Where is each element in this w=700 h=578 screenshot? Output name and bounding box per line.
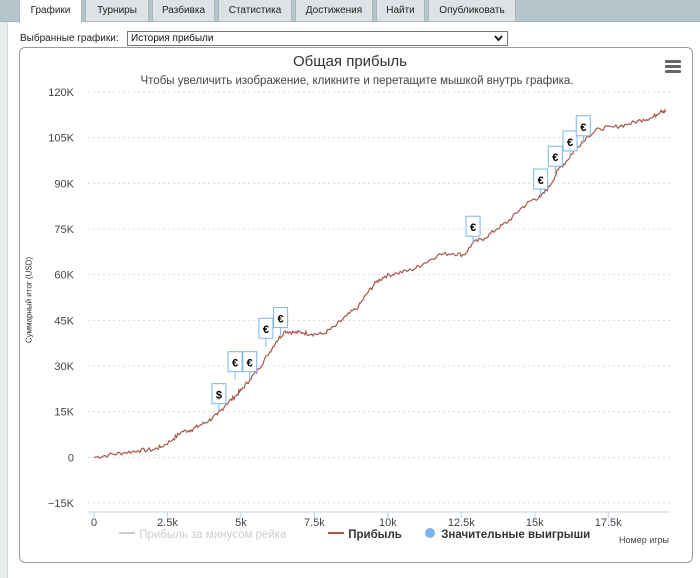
- tab-statistics[interactable]: Статистика: [218, 0, 292, 22]
- tab-breakdown[interactable]: Разбивка: [152, 0, 215, 22]
- legend-label: Значительные выигрыши: [441, 529, 591, 541]
- chart-title: Общая прибыль: [292, 53, 408, 70]
- chart-selector-dropdown[interactable]: История прибыли: [127, 31, 508, 46]
- legend-label: Прибыль за минусом рейка: [139, 529, 287, 541]
- tab-charts[interactable]: Графики: [19, 0, 82, 23]
- chart-selector-value: История прибыли: [131, 33, 214, 44]
- legend-item-profit[interactable]: Прибыль: [327, 527, 402, 541]
- legend-item-net-profit-rake[interactable]: Прибыль за минусом рейка: [118, 527, 286, 541]
- hamburger-menu-icon[interactable]: [665, 60, 681, 73]
- chevron-down-icon: [494, 32, 503, 49]
- legend-line-icon: [328, 532, 344, 534]
- chart-panel: [19, 47, 693, 563]
- y-axis-title: Суммарный итог (USD): [24, 256, 34, 344]
- legend-label: Прибыль: [348, 529, 402, 541]
- tab-find[interactable]: Найти: [376, 0, 425, 22]
- legend-line-icon: [119, 532, 135, 534]
- x-axis-title: Номер игры: [619, 535, 669, 545]
- legend-item-big-wins[interactable]: Значительные выигрыши: [424, 527, 590, 541]
- tab-tournaments[interactable]: Турниры: [85, 0, 149, 22]
- chart-subtitle: Чтобы увеличить изображение, кликните и …: [140, 75, 574, 87]
- tab-bar: Графики Турниры Разбивка Статистика Дост…: [0, 0, 700, 23]
- left-sidebar-strip: [0, 22, 8, 578]
- legend-circle-icon: [425, 528, 435, 538]
- tab-achievements[interactable]: Достижения: [295, 0, 373, 22]
- tab-publish[interactable]: Опубликовать: [428, 0, 516, 22]
- chart-selector-label: Выбранные графики:: [20, 33, 119, 44]
